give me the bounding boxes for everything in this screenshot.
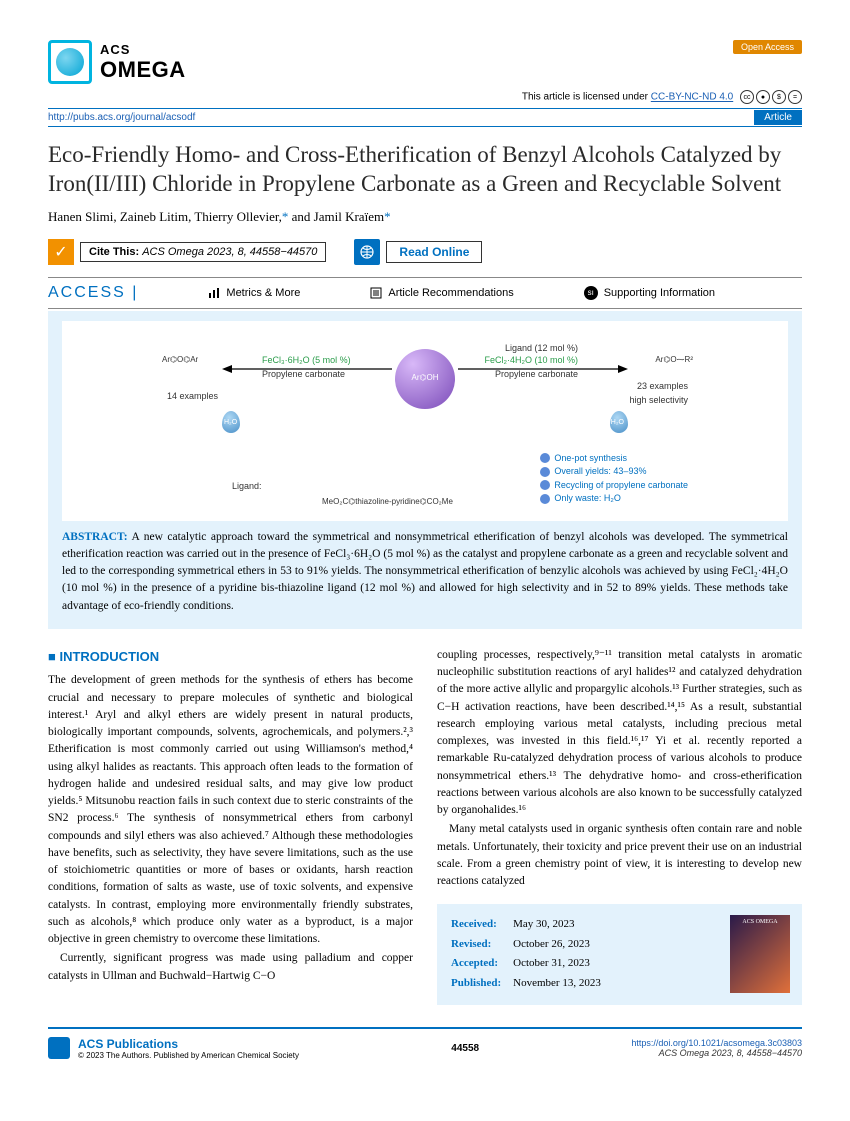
article-title: Eco-Friendly Homo- and Cross-Etherificat…	[48, 141, 802, 199]
acs-publications-logo	[48, 1037, 70, 1059]
intro-para-3: coupling processes, respectively,⁹⁻¹¹ tr…	[437, 647, 802, 820]
cite-this-button[interactable]: Cite This: ACS Omega 2023, 8, 44558−4457…	[80, 242, 326, 262]
scheme-bullets: One-pot synthesis Overall yields: 43–93%…	[540, 452, 688, 506]
supporting-info-link[interactable]: sıSupporting Information	[584, 286, 715, 300]
graphical-abstract: Ar⌬OH FeCl₃·6H₂O (5 mol %) Propylene car…	[62, 321, 788, 521]
by-icon: ●	[756, 90, 770, 104]
metrics-link[interactable]: Metrics & More	[208, 287, 300, 299]
doi-block: https://doi.org/10.1021/acsomega.3c03803…	[631, 1038, 802, 1058]
publication-dates: Received:May 30, 2023 Revised:October 26…	[437, 904, 802, 1004]
intro-para-2: Currently, significant progress was made…	[48, 950, 413, 985]
globe-icon	[354, 239, 380, 265]
page-number: 44558	[451, 1043, 479, 1054]
article-type-badge: Article	[754, 110, 802, 125]
introduction-heading: INTRODUCTION	[48, 647, 413, 667]
publisher-name: ACS Publications	[78, 1037, 299, 1051]
read-online-button[interactable]: Read Online	[386, 241, 482, 263]
issue-cover-thumb: ACS OMEGA	[730, 915, 790, 993]
doi-link[interactable]: https://doi.org/10.1021/acsomega.3c03803	[631, 1038, 802, 1048]
license-link[interactable]: CC-BY-NC-ND 4.0	[651, 92, 733, 103]
open-access-badge: Open Access	[733, 40, 802, 54]
logo-omega: OMEGA	[100, 57, 186, 82]
intro-para-4: Many metal catalysts used in organic syn…	[437, 821, 802, 890]
access-label: ACCESS |	[48, 284, 138, 302]
author-list: Hanen Slimi, Zaineb Litim, Thierry Ollev…	[48, 209, 802, 225]
journal-logo: ACSOMEGA	[48, 40, 186, 84]
journal-url[interactable]: http://pubs.acs.org/journal/acsodf	[48, 112, 195, 123]
nc-icon: $	[772, 90, 786, 104]
intro-para-1: The development of green methods for the…	[48, 672, 413, 948]
cite-check-icon: ✓	[48, 239, 74, 265]
copyright-text: © 2023 The Authors. Published by America…	[78, 1051, 299, 1060]
recommendations-link[interactable]: Article Recommendations	[370, 287, 513, 299]
license-line: This article is licensed under CC-BY-NC-…	[48, 90, 802, 104]
cc-icon: cc	[740, 90, 754, 104]
nd-icon: =	[788, 90, 802, 104]
abstract-text: ABSTRACT: A new catalytic approach towar…	[62, 529, 788, 615]
logo-acs: ACS	[100, 42, 186, 57]
